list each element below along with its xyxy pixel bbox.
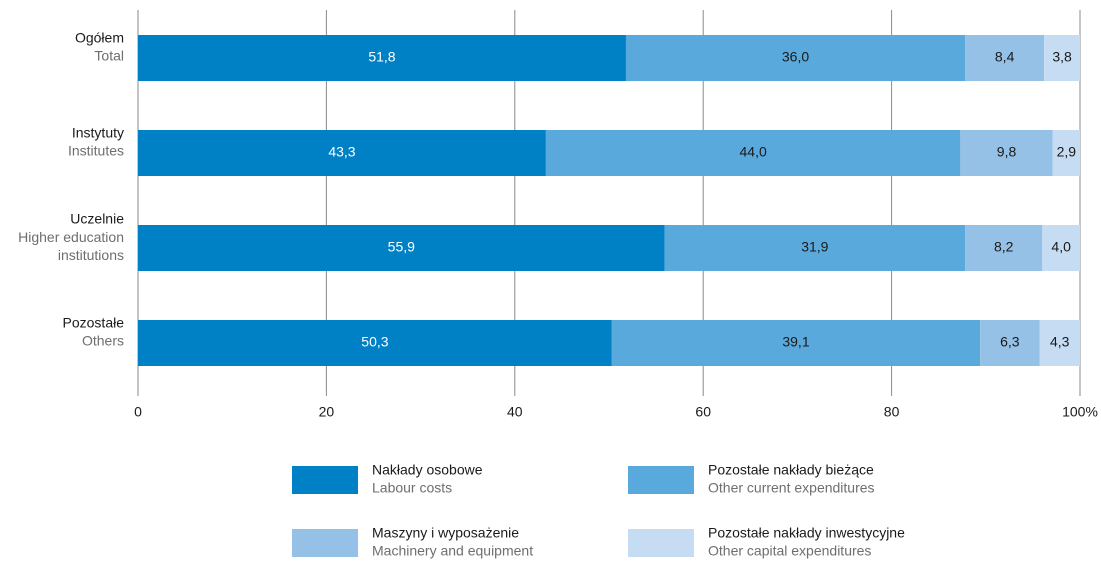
category-label: Instytuty	[72, 125, 124, 141]
bar-segment	[980, 320, 1040, 366]
x-tick-label: 20	[319, 404, 335, 420]
data-label: 2,9	[1057, 144, 1077, 160]
x-tick-label: 0	[134, 404, 142, 420]
bar-segment	[1039, 320, 1080, 366]
bar-segment	[138, 320, 612, 366]
legend-swatch	[628, 529, 694, 557]
data-label: 8,2	[994, 239, 1014, 255]
legend-swatch	[628, 466, 694, 494]
bar-segment	[1052, 130, 1080, 176]
legend-label-en: Other current expenditures	[708, 480, 875, 496]
data-label: 51,8	[368, 49, 395, 65]
bar-segment	[625, 35, 966, 81]
category-label: Pozostałe	[63, 315, 125, 331]
category-label: Uczelnie	[70, 211, 124, 227]
data-label: 50,3	[361, 334, 388, 350]
bar-segment	[965, 35, 1045, 81]
category-label-en: Higher education institutions	[18, 229, 124, 263]
data-label: 31,9	[801, 239, 828, 255]
legend-label-en: Labour costs	[372, 480, 452, 496]
data-label: 4,0	[1051, 239, 1071, 255]
data-label: 55,9	[388, 239, 415, 255]
data-label: 4,3	[1050, 334, 1070, 350]
bar-segment	[138, 225, 665, 271]
legend-label: Maszyny i wyposażenie	[372, 525, 519, 541]
bar-segment	[1042, 225, 1080, 271]
category-label-en: Total	[94, 48, 124, 64]
bar-segment	[960, 130, 1053, 176]
x-tick-label: 40	[507, 404, 523, 420]
data-label: 3,8	[1052, 49, 1072, 65]
legend-swatch	[292, 529, 358, 557]
legend-swatch	[292, 466, 358, 494]
data-label: 39,1	[782, 334, 809, 350]
legend-label: Pozostałe nakłady bieżące	[708, 462, 874, 478]
bar-segment	[611, 320, 981, 366]
legend-label-en: Other capital expenditures	[708, 543, 871, 559]
x-tick-label: 60	[695, 404, 711, 420]
bar-segment	[138, 130, 546, 176]
data-label: 6,3	[1000, 334, 1020, 350]
data-label: 43,3	[328, 144, 355, 160]
bar-segment	[1044, 35, 1080, 81]
data-label: 9,8	[997, 144, 1017, 160]
data-label: 44,0	[740, 144, 767, 160]
data-label: 36,0	[782, 49, 809, 65]
x-tick-label: 80	[884, 404, 900, 420]
bar-segment	[965, 225, 1043, 271]
category-label: Ogółem	[75, 30, 124, 46]
legend-label: Nakłady osobowe	[372, 462, 483, 478]
category-label-en: Institutes	[68, 143, 124, 159]
legend-label: Pozostałe nakłady inwestycyjne	[708, 525, 905, 541]
legend-label-en: Machinery and equipment	[372, 543, 533, 559]
x-tick-label: 100%	[1062, 404, 1098, 420]
bar-segment	[138, 35, 626, 81]
bar-segment	[545, 130, 961, 176]
data-label: 8,4	[995, 49, 1015, 65]
bar-segment	[664, 225, 966, 271]
category-label-en: Others	[82, 333, 124, 349]
